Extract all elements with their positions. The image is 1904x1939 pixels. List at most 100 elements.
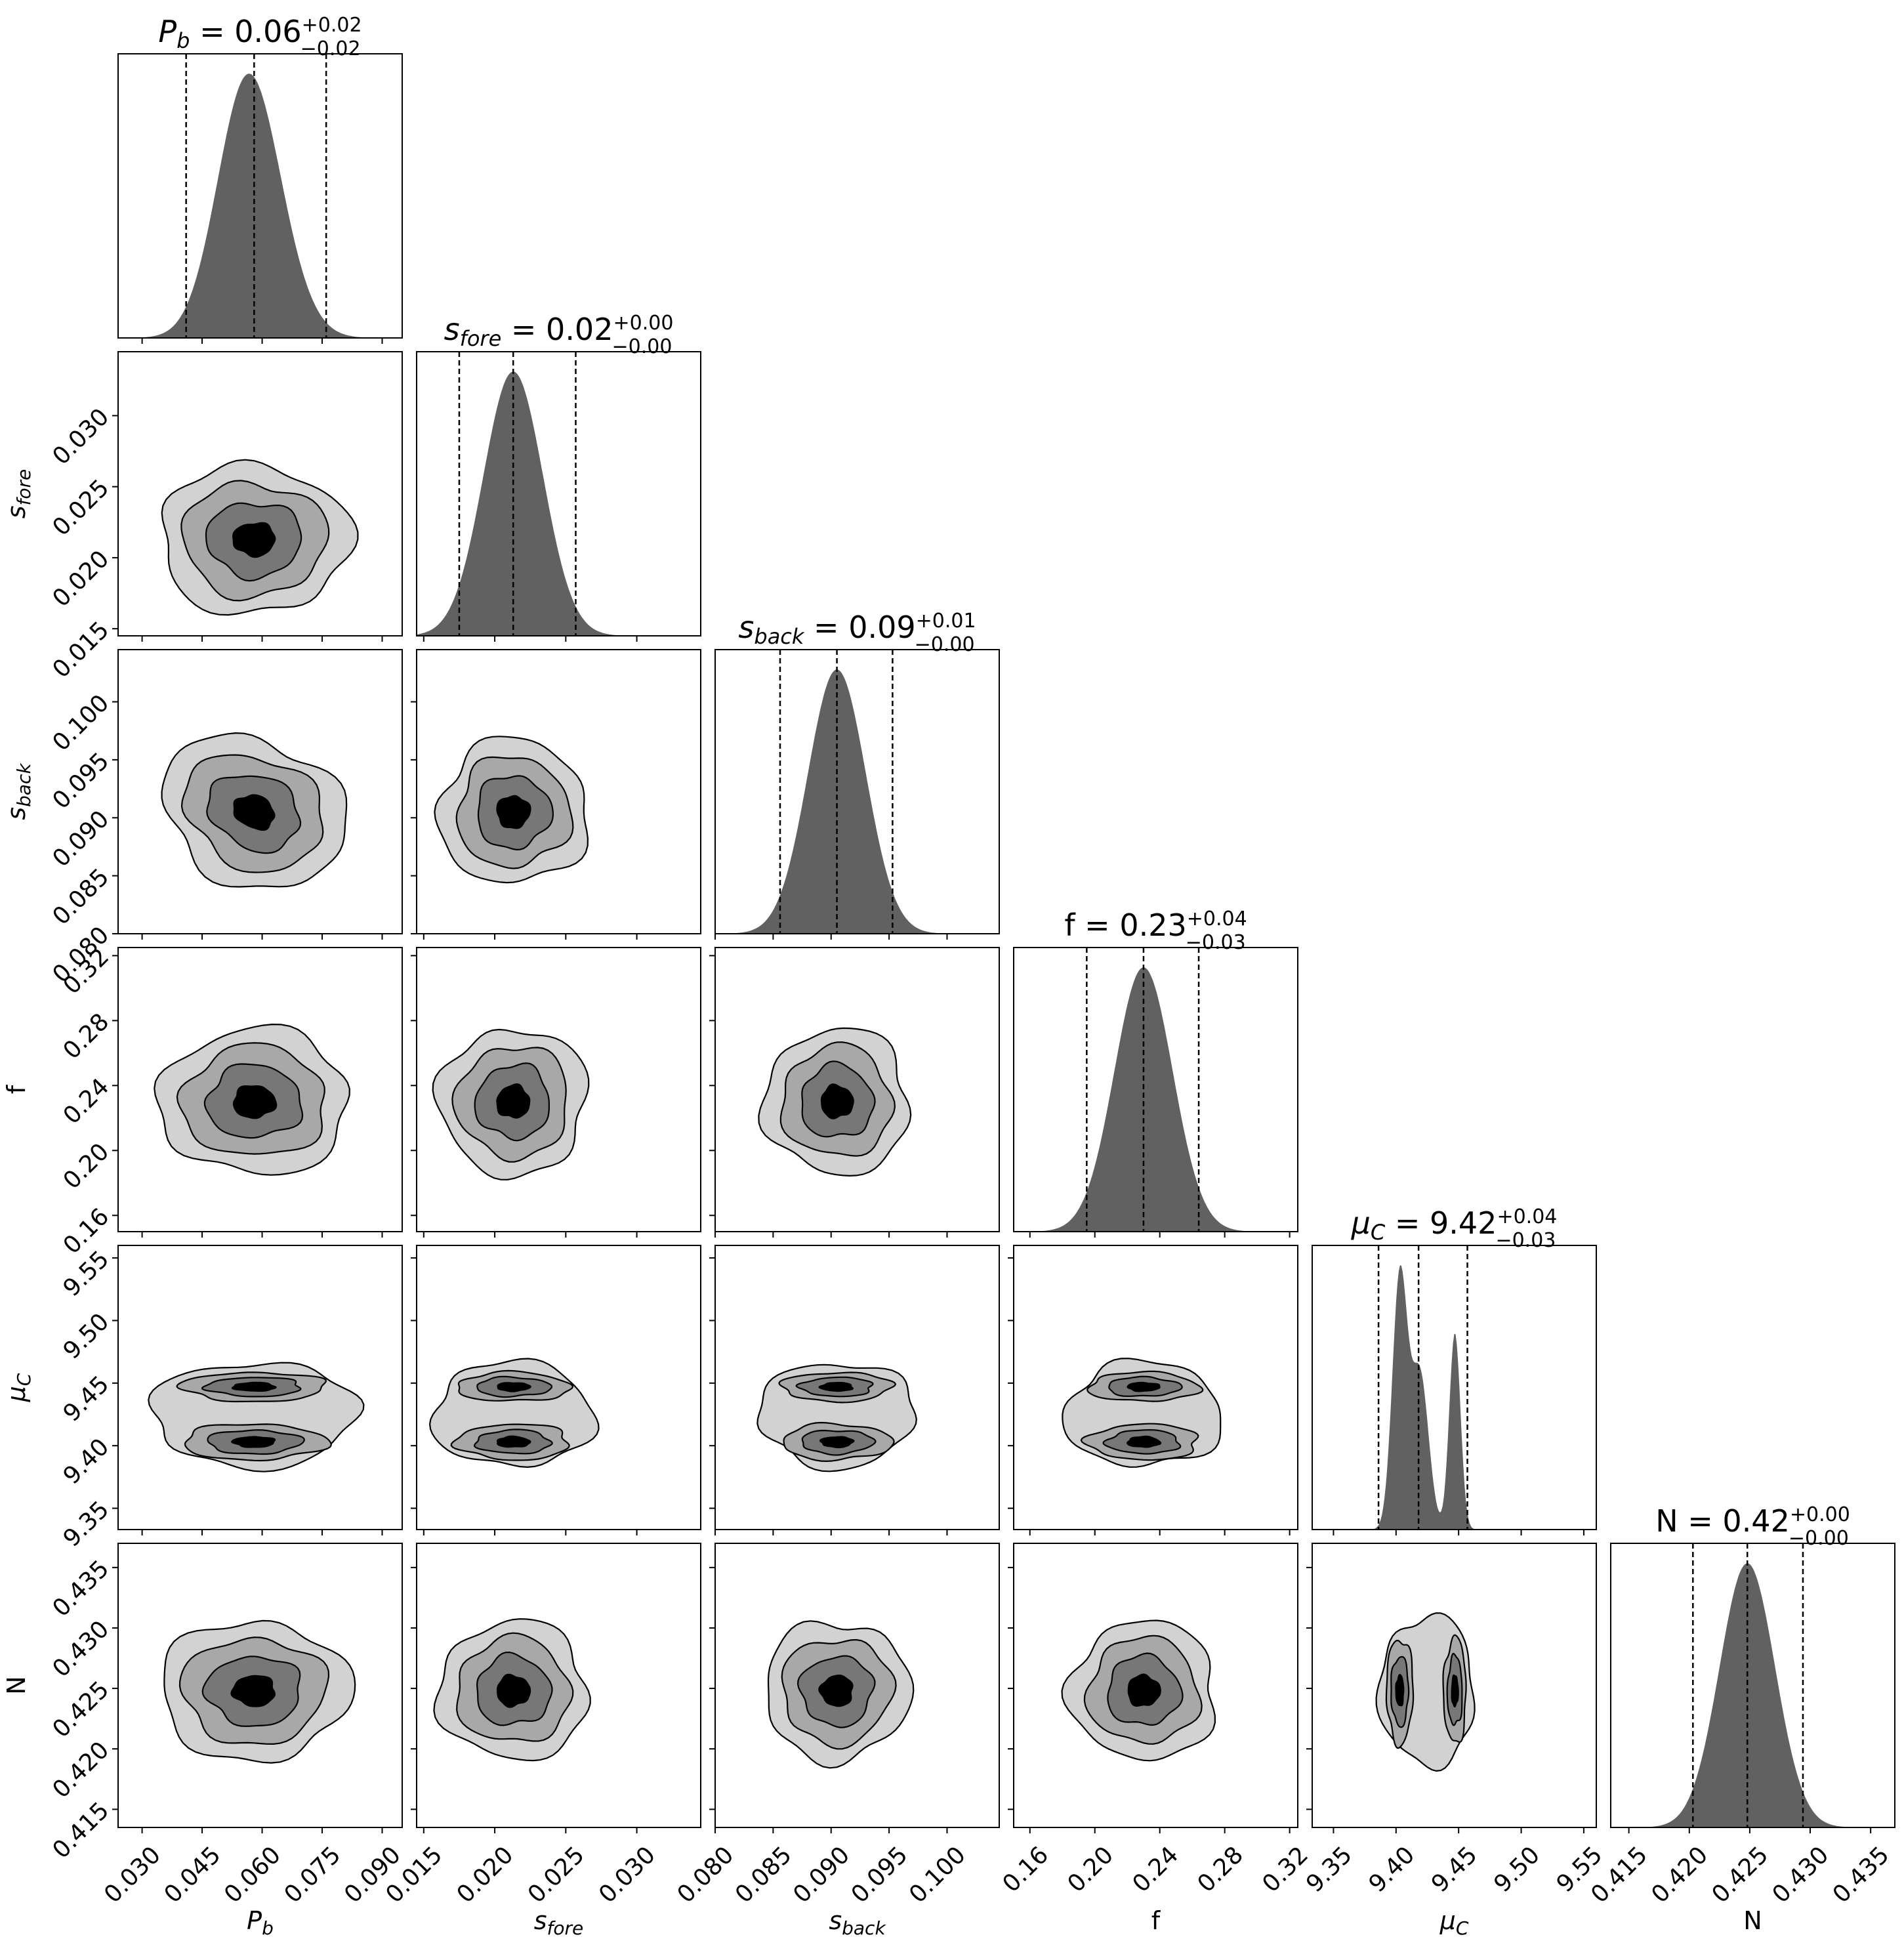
y-tick-label-f: 0.28: [58, 1009, 115, 1065]
y-tick-label-muc: 9.55: [58, 1245, 115, 1302]
x-tick-label-n: 0.435: [1828, 1841, 1895, 1908]
hist-panel-sback: sback = 0.09+0.01−0.00: [714, 610, 1000, 940]
x-axis-label-sfore: sfore: [534, 1906, 584, 1939]
title-minus-f: −0.03: [1186, 931, 1246, 954]
panel-frame-n: [1610, 1543, 1895, 1828]
panel-frame: [714, 1245, 1000, 1530]
y-tick-label-muc: 9.50: [58, 1308, 115, 1365]
contour-level-3: [231, 1436, 276, 1448]
title-minus-n: −0.00: [1789, 1527, 1849, 1550]
contour-level-3: [1451, 1674, 1459, 1707]
hist-panel-f: f = 0.23+0.04−0.03: [1013, 907, 1298, 1238]
panel-frame: [416, 1543, 701, 1828]
y-tick-label-sback: 0.100: [47, 690, 114, 757]
y-axis-label-n: N: [2, 1676, 31, 1694]
contour-level-3: [230, 1675, 276, 1707]
contour-panel-pb-f: [112, 947, 403, 1238]
x-tick-label-sback: 0.100: [904, 1841, 971, 1908]
y-tick-label-n: 0.430: [47, 1616, 114, 1682]
y-tick-label-muc: 9.35: [58, 1496, 115, 1553]
contour-level-3: [1127, 1673, 1161, 1707]
x-tick-label-f: 0.16: [998, 1841, 1054, 1898]
panel-frame: [416, 1245, 701, 1530]
panel-frame: [1312, 1543, 1597, 1828]
y-tick-label-sfore: 0.025: [47, 474, 114, 541]
hist-bars-f: [1014, 967, 1298, 1232]
x-tick-label-sfore: 0.025: [523, 1841, 590, 1908]
y-tick-label-f: 0.20: [58, 1138, 115, 1195]
x-tick-label-f: 0.32: [1257, 1841, 1314, 1898]
y-tick-label-sfore: 0.030: [47, 404, 114, 470]
panel-title-n: N = 0.42+0.00: [1655, 1503, 1850, 1539]
y-tick-label-sfore: 0.015: [47, 617, 114, 684]
hist-panel-pb: Pb = 0.06+0.02−0.02: [117, 14, 403, 344]
x-tick-label-n: 0.430: [1768, 1841, 1834, 1908]
x-tick-label-f: 0.28: [1192, 1841, 1249, 1898]
x-axis-f: 0.16 0.20 0.24 0.28 0.32 f: [998, 1841, 1314, 1935]
y-axis-label-muc: μC: [2, 1373, 35, 1402]
contour-panel-sfore-muc: [411, 1245, 701, 1535]
title-minus-pb: −0.02: [300, 37, 361, 60]
contour-panel-sback-n: [709, 1543, 1000, 1833]
panel-frame-sfore: [416, 351, 701, 636]
panel-frame: [416, 649, 701, 934]
title-minus-sback: −0.00: [915, 633, 975, 656]
hist-bars-n: [1611, 1563, 1895, 1827]
panel-title-sfore: sfore = 0.02+0.00: [444, 312, 674, 351]
x-tick-label-f: 0.20: [1063, 1841, 1119, 1898]
panel-title-f: f = 0.23+0.04: [1064, 907, 1247, 943]
panel-title-muc: μC = 9.42+0.04: [1351, 1205, 1558, 1245]
panel-frame: [117, 351, 403, 636]
y-tick-label-n: 0.435: [47, 1555, 114, 1622]
y-axis-muc: 9.35 9.40 9.45 9.50 9.55 μC: [2, 1245, 114, 1552]
x-axis-label-muc: μC: [1439, 1906, 1469, 1939]
panel-frame-f: [1013, 947, 1298, 1232]
x-tick-label-sback: 0.080: [673, 1841, 739, 1908]
panel-frame: [714, 1543, 1000, 1828]
x-axis-label-n: N: [1743, 1906, 1762, 1935]
x-tick-label-pb: 0.075: [279, 1841, 346, 1908]
y-tick-label-sback: 0.085: [47, 864, 114, 930]
panel-frame: [1013, 1543, 1298, 1828]
y-axis-label-f: f: [2, 1084, 31, 1094]
x-tick-label-muc: 9.50: [1489, 1841, 1545, 1898]
y-tick-label-f: 0.24: [58, 1074, 115, 1130]
contour-panel-f-n: [1008, 1543, 1298, 1833]
contour-panel-sback-f: [709, 947, 1000, 1238]
y-tick-label-n: 0.415: [47, 1797, 114, 1864]
panel-frame-pb: [117, 53, 403, 339]
y-tick-label-n: 0.420: [47, 1737, 114, 1804]
title-minus-sfore: −0.00: [611, 335, 672, 358]
contour-level-3: [496, 1083, 531, 1119]
y-tick-label-f: 0.16: [58, 1203, 115, 1260]
contour-level-3: [1127, 1381, 1161, 1392]
hist-bars-sback: [715, 669, 999, 934]
contour-level-3: [497, 1382, 531, 1392]
hist-panel-sfore: sfore = 0.02+0.00−0.00: [416, 312, 701, 642]
x-tick-label-pb: 0.045: [159, 1841, 226, 1908]
contour-panel-pb-sfore: [112, 351, 403, 642]
hist-panel-n: N = 0.42+0.00−0.00: [1610, 1503, 1895, 1833]
panel-frame: [117, 947, 403, 1232]
panel-frame-sback: [714, 649, 1000, 934]
y-axis-f: 0.160.200.240.280.32f: [2, 944, 114, 1260]
panel-frame: [117, 1543, 403, 1828]
x-tick-label-sback: 0.085: [730, 1841, 797, 1908]
panel-frame: [117, 1245, 403, 1530]
contour-level-3: [232, 1085, 278, 1119]
panel-frame: [416, 947, 701, 1232]
contour-level-3: [232, 522, 276, 558]
x-tick-label-pb: 0.030: [99, 1841, 166, 1908]
contour-panel-f-muc: [1008, 1245, 1298, 1535]
panel-title-sback: sback = 0.09+0.01: [738, 610, 976, 649]
x-tick-label-sfore: 0.020: [452, 1841, 519, 1908]
y-tick-label-sfore: 0.020: [47, 545, 114, 612]
